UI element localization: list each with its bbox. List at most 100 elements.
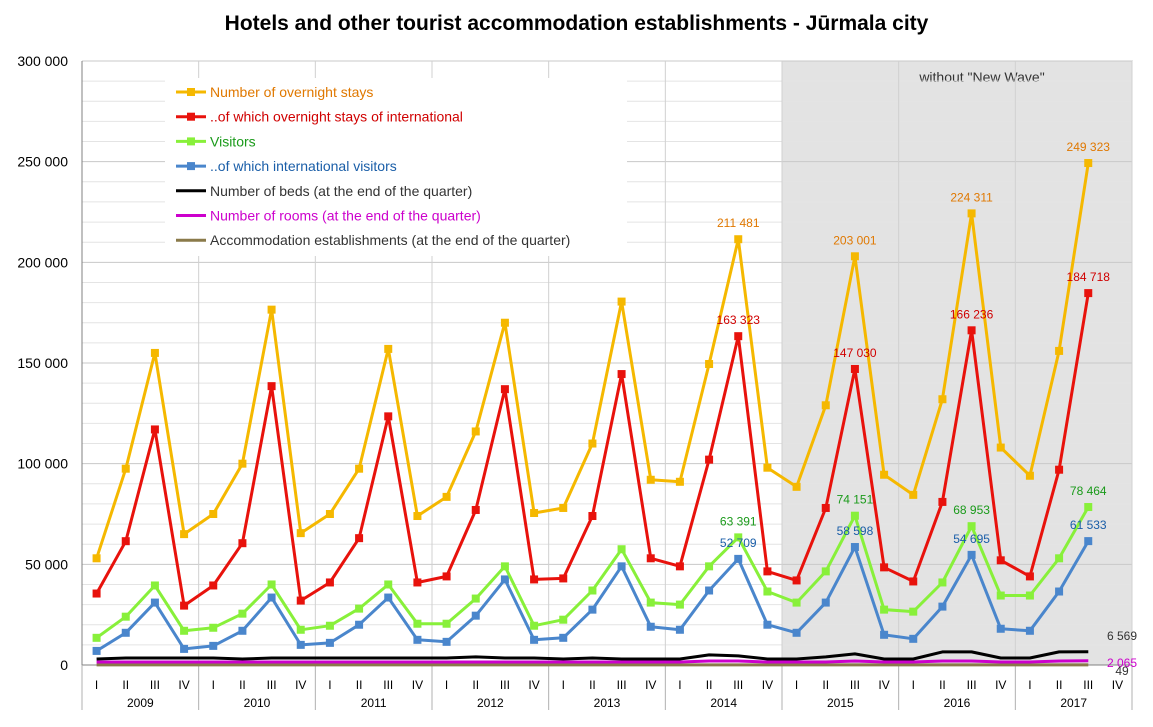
x-tick-label: IV xyxy=(178,678,189,692)
data-point xyxy=(384,580,393,589)
x-tick-label: I xyxy=(912,678,915,692)
data-point xyxy=(180,644,189,653)
series-2 xyxy=(92,289,1093,610)
data-point xyxy=(1025,626,1034,635)
year-label: 2016 xyxy=(944,696,971,710)
x-tick-label: II xyxy=(472,678,479,692)
data-point xyxy=(763,620,772,629)
data-point xyxy=(792,482,801,491)
shaded-region-label: without "New Wave" xyxy=(918,69,1044,85)
data-point xyxy=(209,641,218,650)
data-point xyxy=(588,512,597,521)
data-point xyxy=(705,455,714,464)
data-point xyxy=(821,598,830,607)
data-point xyxy=(617,370,626,379)
legend-label: Number of rooms (at the end of the quart… xyxy=(210,208,481,224)
data-point xyxy=(617,562,626,571)
year-label: 2013 xyxy=(594,696,621,710)
x-tick-label: III xyxy=(267,678,277,692)
data-point xyxy=(500,318,509,327)
data-point xyxy=(646,475,655,484)
legend-item: Number of beds (at the end of the quarte… xyxy=(176,183,472,199)
data-point xyxy=(384,412,393,421)
data-point xyxy=(1025,471,1034,480)
data-label: 163 323 xyxy=(717,313,761,327)
data-point xyxy=(500,575,509,584)
x-tick-label: IV xyxy=(295,678,306,692)
data-point xyxy=(909,607,918,616)
data-point xyxy=(734,235,743,244)
year-label: 2017 xyxy=(1060,696,1087,710)
data-point xyxy=(880,563,889,572)
data-label: 249 323 xyxy=(1067,140,1111,154)
data-point xyxy=(180,601,189,610)
data-point xyxy=(1055,346,1064,355)
legend-swatch-marker xyxy=(187,162,195,171)
x-tick-label: III xyxy=(1083,678,1093,692)
data-point xyxy=(296,640,305,649)
data-label: 203 001 xyxy=(833,233,877,247)
x-tick-label: IV xyxy=(645,678,656,692)
data-label: 2 065 xyxy=(1107,656,1137,670)
data-point xyxy=(588,439,597,448)
data-point xyxy=(238,609,247,618)
x-tick-label: II xyxy=(939,678,946,692)
data-point xyxy=(471,505,480,514)
data-point xyxy=(238,459,247,468)
data-point xyxy=(938,602,947,611)
y-tick-label: 200 000 xyxy=(17,254,68,270)
x-tick-label: I xyxy=(328,678,331,692)
data-point xyxy=(442,572,451,581)
data-point xyxy=(530,508,539,517)
data-point xyxy=(413,619,422,628)
data-point xyxy=(355,464,364,473)
legend: Number of overnight stays ..of which over… xyxy=(165,78,627,256)
data-label: 61 533 xyxy=(1070,518,1107,532)
legend-item: Accommodation establishments (at the end… xyxy=(176,232,570,248)
data-point xyxy=(559,574,568,583)
x-tick-label: II xyxy=(239,678,246,692)
data-point xyxy=(646,622,655,631)
y-tick-label: 0 xyxy=(60,657,68,673)
data-point xyxy=(850,364,859,373)
data-point xyxy=(588,586,597,595)
series-4 xyxy=(92,537,1093,655)
data-point xyxy=(705,562,714,571)
x-tick-label: III xyxy=(967,678,977,692)
data-point xyxy=(705,360,714,369)
y-tick-label: 150 000 xyxy=(17,355,68,371)
legend-label: Accommodation establishments (at the end… xyxy=(210,232,570,248)
legend-label: Number of beds (at the end of the quarte… xyxy=(210,183,472,199)
legend-label: Number of overnight stays xyxy=(210,84,373,100)
data-point xyxy=(850,252,859,261)
chart-title: Hotels and other tourist accommodation e… xyxy=(224,12,929,35)
data-point xyxy=(530,621,539,630)
data-point xyxy=(909,577,918,586)
data-point xyxy=(588,605,597,614)
data-point xyxy=(763,587,772,596)
data-point xyxy=(996,556,1005,565)
y-tick-label: 100 000 xyxy=(17,456,68,472)
data-point xyxy=(180,530,189,539)
x-tick-label: IV xyxy=(528,678,539,692)
data-label: 6 569 xyxy=(1107,629,1137,643)
data-point xyxy=(413,512,422,521)
data-point xyxy=(150,348,159,357)
series-line xyxy=(96,650,1089,661)
data-label: 52 709 xyxy=(720,536,757,550)
data-point xyxy=(355,620,364,629)
data-point xyxy=(325,510,334,518)
data-label: 54 695 xyxy=(953,532,990,546)
x-tick-label: III xyxy=(500,678,510,692)
data-point xyxy=(150,598,159,607)
legend-item: Number of overnight stays xyxy=(176,84,373,100)
data-point xyxy=(675,600,684,609)
data-point xyxy=(325,638,334,647)
data-point xyxy=(209,510,218,518)
data-point xyxy=(967,550,976,559)
data-point xyxy=(763,567,772,576)
data-point xyxy=(1055,587,1064,596)
x-tick-label: IV xyxy=(1112,678,1123,692)
data-label: 74 151 xyxy=(837,493,874,507)
data-point xyxy=(500,385,509,394)
